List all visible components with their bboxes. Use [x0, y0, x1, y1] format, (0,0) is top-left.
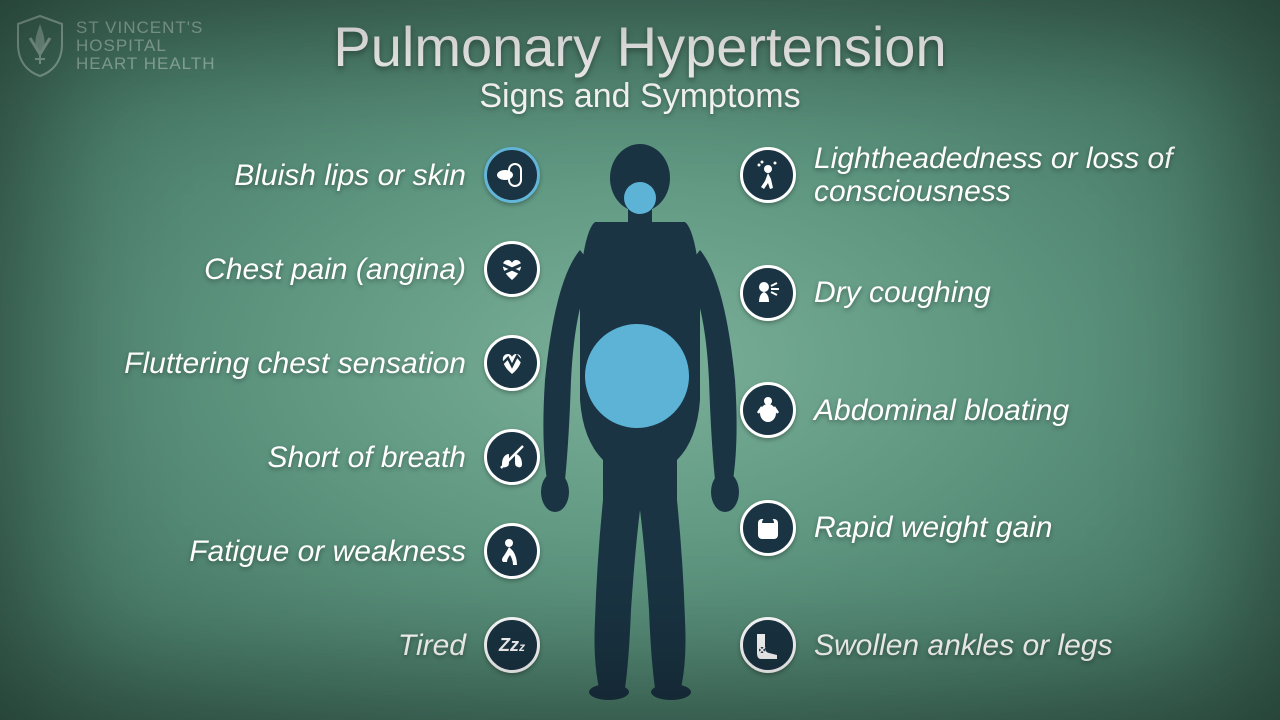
symptom-cough: Dry coughing — [740, 258, 991, 328]
body-silhouette — [525, 140, 755, 700]
symptom-label: Fluttering chest sensation — [124, 347, 466, 380]
abdomen-marker — [585, 324, 689, 428]
symptom-tired: Tired Zzz — [398, 610, 540, 680]
dizzy-icon — [740, 147, 796, 203]
symptom-label: Rapid weight gain — [814, 511, 1053, 544]
symptom-fatigue: Fatigue or weakness — [189, 516, 540, 586]
symptom-label: Lightheadedness or loss of consciousness — [814, 142, 1214, 208]
symptom-label: Abdominal bloating — [814, 394, 1069, 427]
symptom-bloating: Abdominal bloating — [740, 375, 1069, 445]
symptom-weight: Rapid weight gain — [740, 493, 1053, 563]
symptom-short-breath: Short of breath — [268, 422, 540, 492]
scale-icon — [740, 500, 796, 556]
symptom-lightheaded: Lightheadedness or loss of consciousness — [740, 140, 1214, 210]
hospital-logo: ST VINCENT'S HOSPITAL HEART HEALTH — [14, 14, 216, 78]
symptom-swollen: Swollen ankles or legs — [740, 610, 1113, 680]
left-symptom-column: Bluish lips or skin Chest pain (angina) … — [20, 140, 540, 680]
heart-zig-icon — [484, 335, 540, 391]
logo-text: ST VINCENT'S HOSPITAL HEART HEALTH — [76, 19, 216, 73]
symptom-label: Short of breath — [268, 441, 466, 474]
symptom-fluttering: Fluttering chest sensation — [124, 328, 540, 398]
symptom-label: Fatigue or weakness — [189, 535, 466, 568]
infographic-stage: Bluish lips or skin Chest pain (angina) … — [0, 140, 1280, 710]
logo-line-2: HOSPITAL — [76, 37, 216, 55]
logo-line-1: ST VINCENT'S — [76, 19, 216, 37]
symptom-chest-pain: Chest pain (angina) — [204, 234, 540, 304]
lungs-slash-icon — [484, 429, 540, 485]
bloat-icon — [740, 382, 796, 438]
right-symptom-column: Lightheadedness or loss of consciousness… — [740, 140, 1260, 680]
head-marker — [624, 182, 656, 214]
symptom-label: Bluish lips or skin — [234, 159, 466, 192]
page-subtitle: Signs and Symptoms — [0, 77, 1280, 116]
symptom-label: Dry coughing — [814, 276, 991, 309]
cough-icon — [740, 265, 796, 321]
logo-shield-icon — [14, 14, 66, 78]
symptom-bluish-lips: Bluish lips or skin — [234, 140, 540, 210]
ankle-icon — [740, 617, 796, 673]
slump-icon — [484, 523, 540, 579]
zzz-icon: Zzz — [484, 617, 540, 673]
lips-icon — [484, 147, 540, 203]
symptom-label: Swollen ankles or legs — [814, 629, 1113, 662]
heart-x-icon — [484, 241, 540, 297]
symptom-label: Tired — [398, 629, 466, 662]
logo-line-3: HEART HEALTH — [76, 55, 216, 73]
symptom-label: Chest pain (angina) — [204, 253, 466, 286]
